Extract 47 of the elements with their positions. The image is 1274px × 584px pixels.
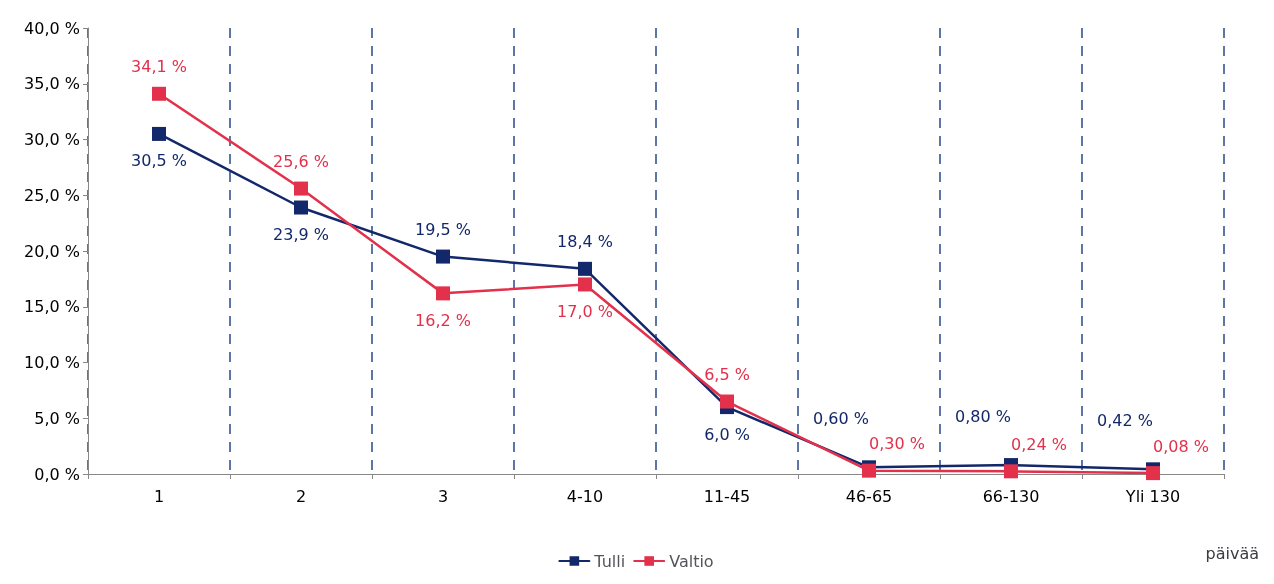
y-tick-label: 0,0 % [34, 464, 80, 484]
y-tick-label: 15,0 % [24, 297, 80, 317]
data-label: 0,42 % [1097, 410, 1153, 430]
x-tick-label: 3 [437, 486, 449, 506]
point [720, 394, 734, 409]
data-label: 34,1 % [131, 57, 187, 77]
point [1146, 466, 1160, 481]
point [152, 126, 166, 141]
y-tick-label: 20,0 % [24, 241, 80, 261]
point [436, 249, 450, 264]
y-tick-label: 30,0 % [24, 130, 80, 149]
data-label: 0,24 % [1011, 434, 1067, 454]
x-tick-label: 11-45 [703, 486, 751, 506]
x-axis-title: päivää [1205, 543, 1259, 563]
point [1004, 464, 1018, 479]
point [578, 277, 592, 292]
data-label: 0,60 % [813, 408, 869, 428]
data-label: 6,0 % [704, 424, 750, 444]
y-tick-label: 40,0 % [24, 18, 80, 38]
data-label: 0,80 % [955, 406, 1011, 426]
y-tick-label: 5,0 % [34, 408, 80, 428]
legend-label: Valtio [669, 551, 714, 571]
point [294, 181, 308, 196]
data-label: 0,08 % [1153, 436, 1209, 456]
x-tick-label: 46-65 [845, 486, 893, 506]
y-tick-label: 25,0 % [24, 185, 80, 205]
x-tick-label: 66-130 [982, 486, 1040, 506]
x-tick-label: 4-10 [566, 486, 604, 506]
point [152, 86, 166, 101]
legend-label: Tulli [593, 551, 626, 571]
data-label: 6,5 % [704, 365, 750, 385]
x-tick-label: 1 [153, 486, 165, 506]
data-label: 30,5 % [131, 151, 187, 171]
point [436, 286, 450, 301]
data-label: 25,6 % [273, 152, 329, 172]
data-label: 16,2 % [415, 310, 471, 330]
y-tick-label: 10,0 % [24, 353, 80, 372]
data-label: 18,4 % [557, 232, 613, 252]
data-label: 17,0 % [557, 301, 613, 321]
data-label: 19,5 % [415, 220, 471, 240]
x-tick-label: 2 [295, 486, 307, 506]
y-tick-label: 35,0 % [24, 74, 80, 94]
point [578, 261, 592, 276]
data-label: 0,30 % [869, 434, 925, 454]
point [294, 200, 308, 215]
data-label: 23,9 % [273, 225, 329, 245]
x-tick-label: Yli 130 [1124, 486, 1181, 506]
